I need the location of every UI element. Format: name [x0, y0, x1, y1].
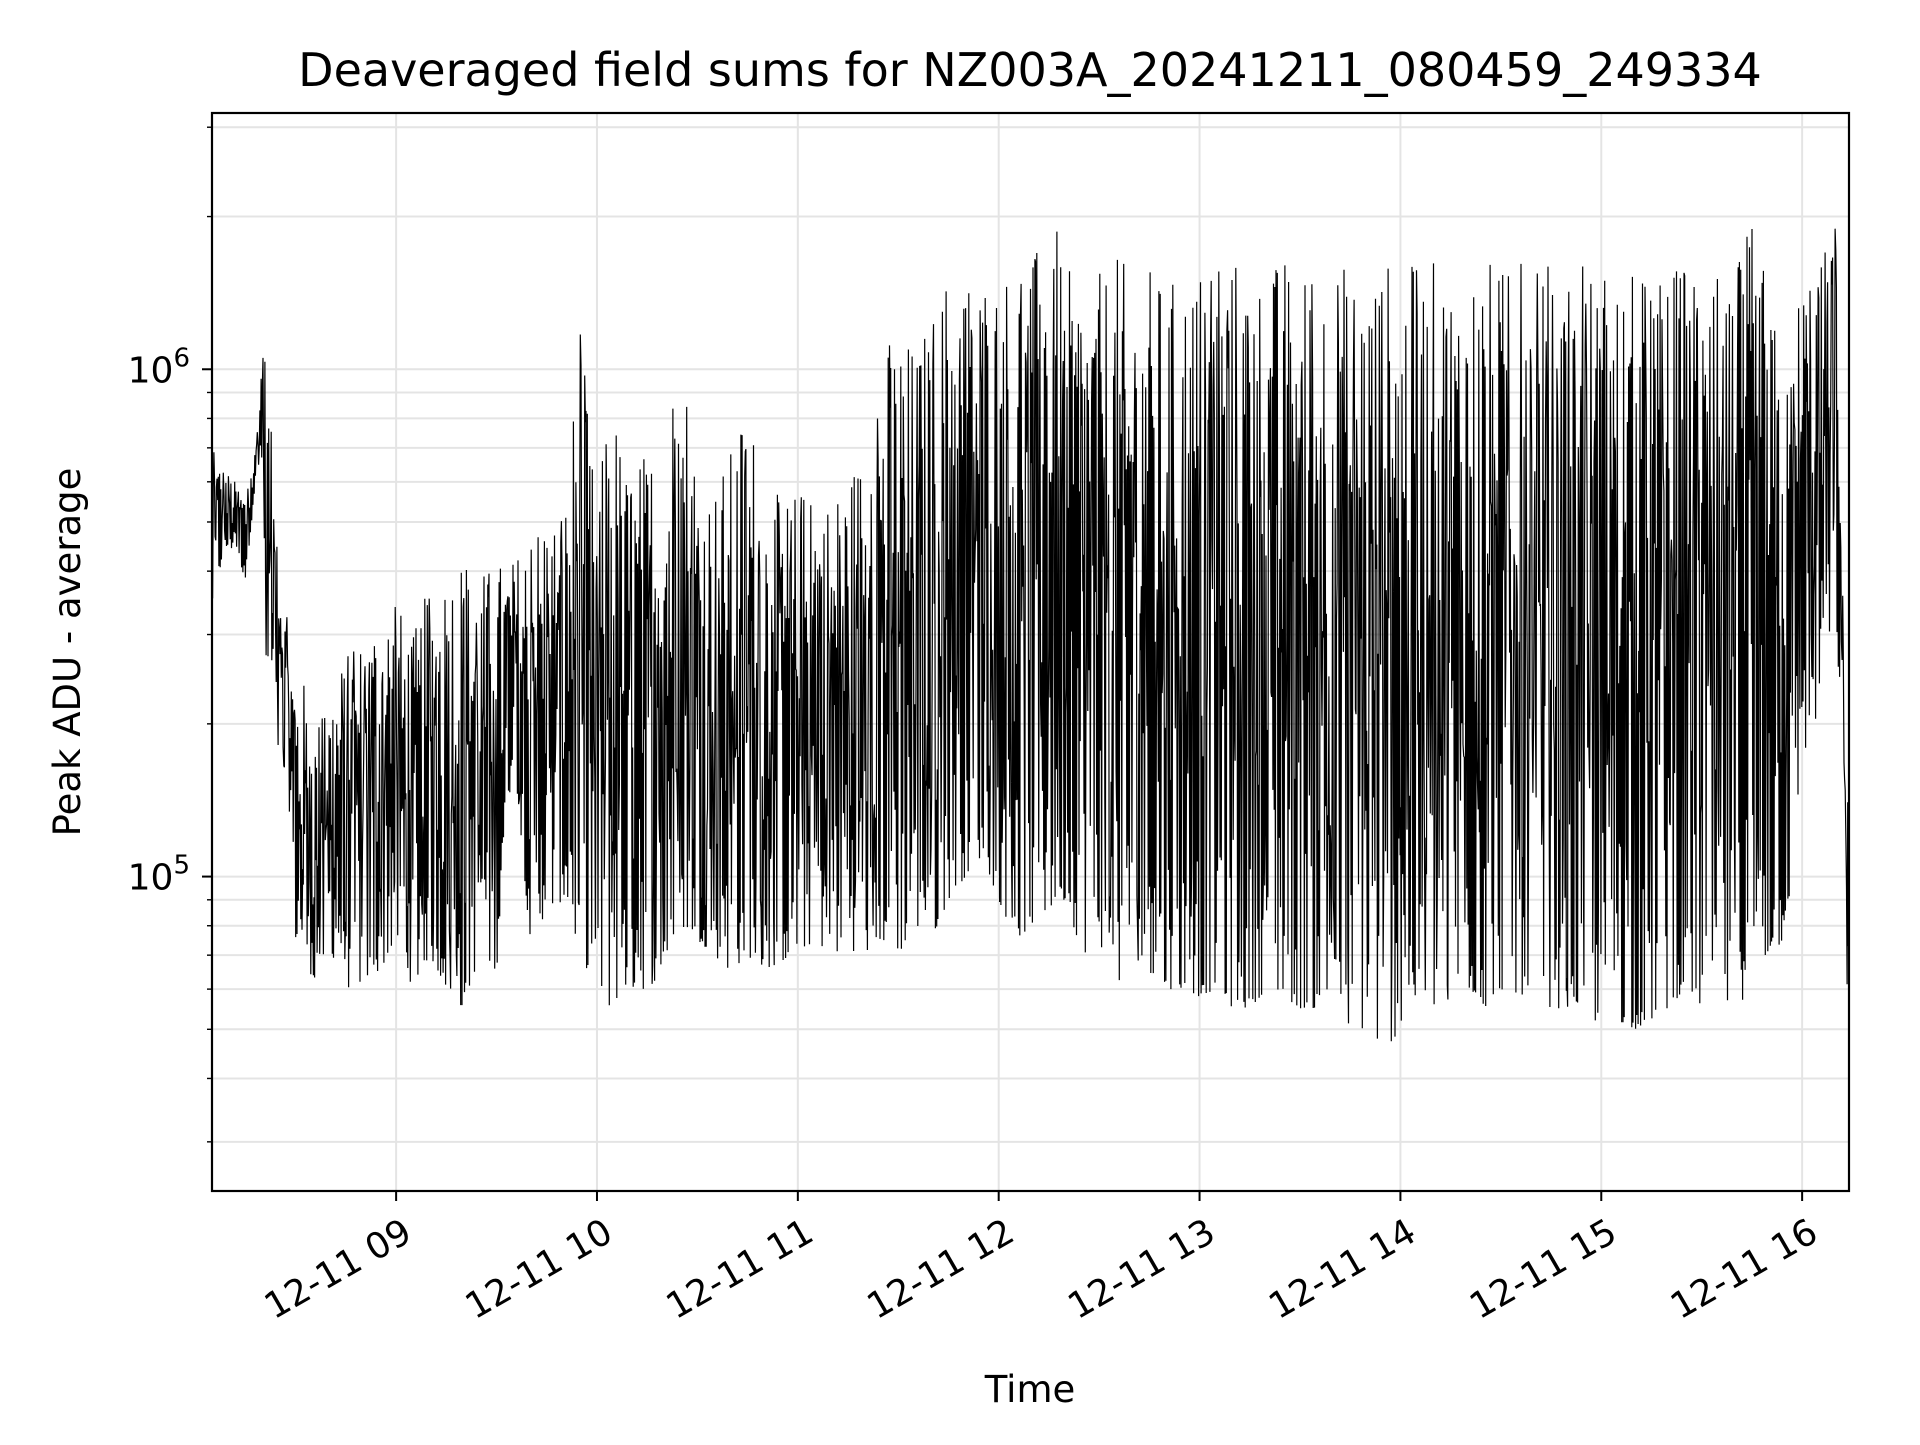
series-line-group	[211, 228, 1850, 1042]
y-tick-label: 105	[128, 851, 190, 899]
plot-frame	[210, 111, 1851, 1193]
x-axis-label: Time	[984, 1368, 1076, 1411]
series-line	[211, 228, 1850, 1042]
y-tick-label: 106	[128, 343, 190, 391]
y-axis-label: Peak ADU - average	[46, 468, 89, 837]
chart-title: Deaveraged field sums for NZ003A_2024121…	[298, 43, 1762, 97]
